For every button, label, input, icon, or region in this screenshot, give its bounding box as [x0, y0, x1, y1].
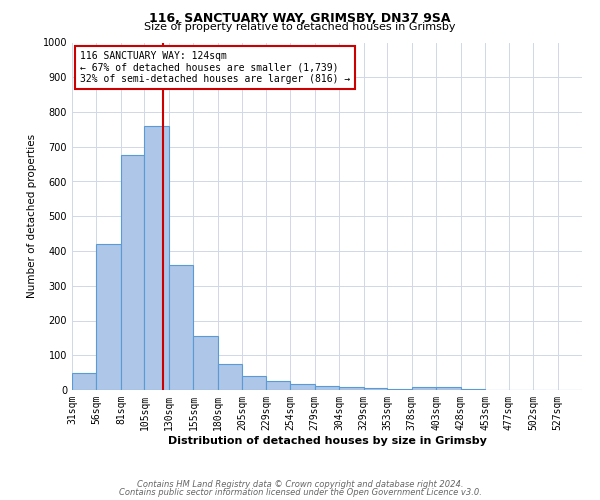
Bar	[193, 336, 218, 390]
Bar	[145, 126, 169, 390]
Bar	[290, 384, 315, 390]
Bar	[121, 156, 145, 390]
Bar	[339, 387, 364, 390]
Text: Size of property relative to detached houses in Grimsby: Size of property relative to detached ho…	[144, 22, 456, 32]
Bar	[387, 389, 412, 390]
Bar	[97, 244, 121, 390]
Text: 116, SANCTUARY WAY, GRIMSBY, DN37 9SA: 116, SANCTUARY WAY, GRIMSBY, DN37 9SA	[149, 12, 451, 26]
Bar	[436, 387, 461, 390]
Bar	[218, 364, 242, 390]
Y-axis label: Number of detached properties: Number of detached properties	[27, 134, 37, 298]
Bar	[315, 386, 339, 390]
Bar	[266, 380, 290, 390]
Bar	[169, 265, 193, 390]
Bar	[461, 389, 485, 390]
Text: 116 SANCTUARY WAY: 124sqm
← 67% of detached houses are smaller (1,739)
32% of se: 116 SANCTUARY WAY: 124sqm ← 67% of detac…	[80, 51, 350, 84]
Bar	[242, 376, 266, 390]
Bar	[364, 388, 387, 390]
Text: Contains public sector information licensed under the Open Government Licence v3: Contains public sector information licen…	[119, 488, 481, 497]
Bar	[412, 387, 436, 390]
Bar	[72, 372, 97, 390]
X-axis label: Distribution of detached houses by size in Grimsby: Distribution of detached houses by size …	[167, 436, 487, 446]
Text: Contains HM Land Registry data © Crown copyright and database right 2024.: Contains HM Land Registry data © Crown c…	[137, 480, 463, 489]
